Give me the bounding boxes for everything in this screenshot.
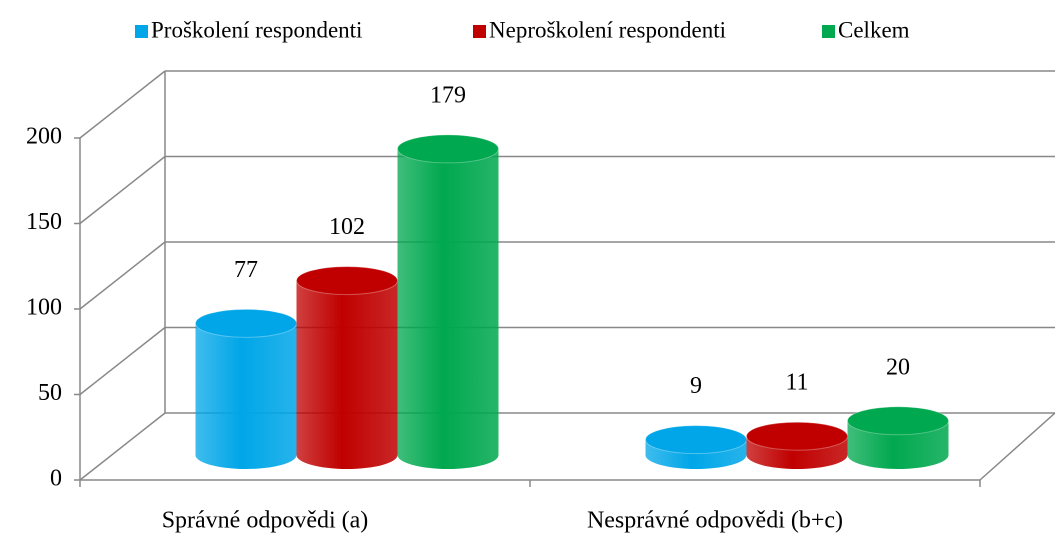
y-tick-label: 0: [50, 466, 62, 492]
value-label: 179: [430, 82, 466, 108]
y-tick-label: 100: [26, 295, 62, 321]
bar-top: [847, 406, 949, 436]
grid-line-side: [79, 326, 166, 396]
bar-top: [296, 266, 398, 296]
y-tick-label: 50: [38, 380, 62, 406]
bar-top: [746, 421, 848, 451]
legend-label: Celkem: [838, 17, 910, 42]
legend-label: Neproškolení respondenti: [489, 17, 726, 42]
legend: Proškolení respondenti Neproškolení respo…: [135, 17, 910, 42]
value-label: 77: [234, 257, 258, 283]
bar-top: [195, 308, 297, 338]
legend-label: Proškolení respondenti: [151, 17, 362, 42]
value-label: 11: [785, 370, 808, 396]
value-label: 20: [886, 354, 910, 380]
x-tick-label: Správné odpovědi (a): [162, 508, 369, 534]
grid-line-side: [79, 412, 166, 481]
grid-line-side: [79, 241, 166, 310]
bar-body: [296, 280, 398, 469]
value-label: 102: [329, 214, 365, 240]
bar-top: [397, 134, 499, 164]
grid-line-side: [79, 155, 166, 225]
bar: [195, 308, 297, 469]
floor-right: [979, 412, 1055, 481]
bar: [296, 266, 398, 469]
bar: [645, 425, 747, 469]
x-tick-label: Nesprávné odpovědi (b+c): [587, 508, 843, 534]
bar: [746, 421, 848, 469]
y-tick-label: 200: [26, 124, 62, 150]
grid-line-side: [79, 70, 166, 139]
value-label: 9: [690, 373, 702, 399]
bar-top: [645, 425, 747, 455]
bar: [397, 134, 499, 469]
legend-swatch: [822, 25, 835, 38]
bar-body: [397, 148, 499, 469]
bar-body: [195, 323, 297, 469]
y-tick-label: 150: [26, 209, 62, 235]
bar: [847, 406, 949, 469]
legend-swatch: [473, 25, 486, 38]
legend-swatch: [135, 25, 148, 38]
